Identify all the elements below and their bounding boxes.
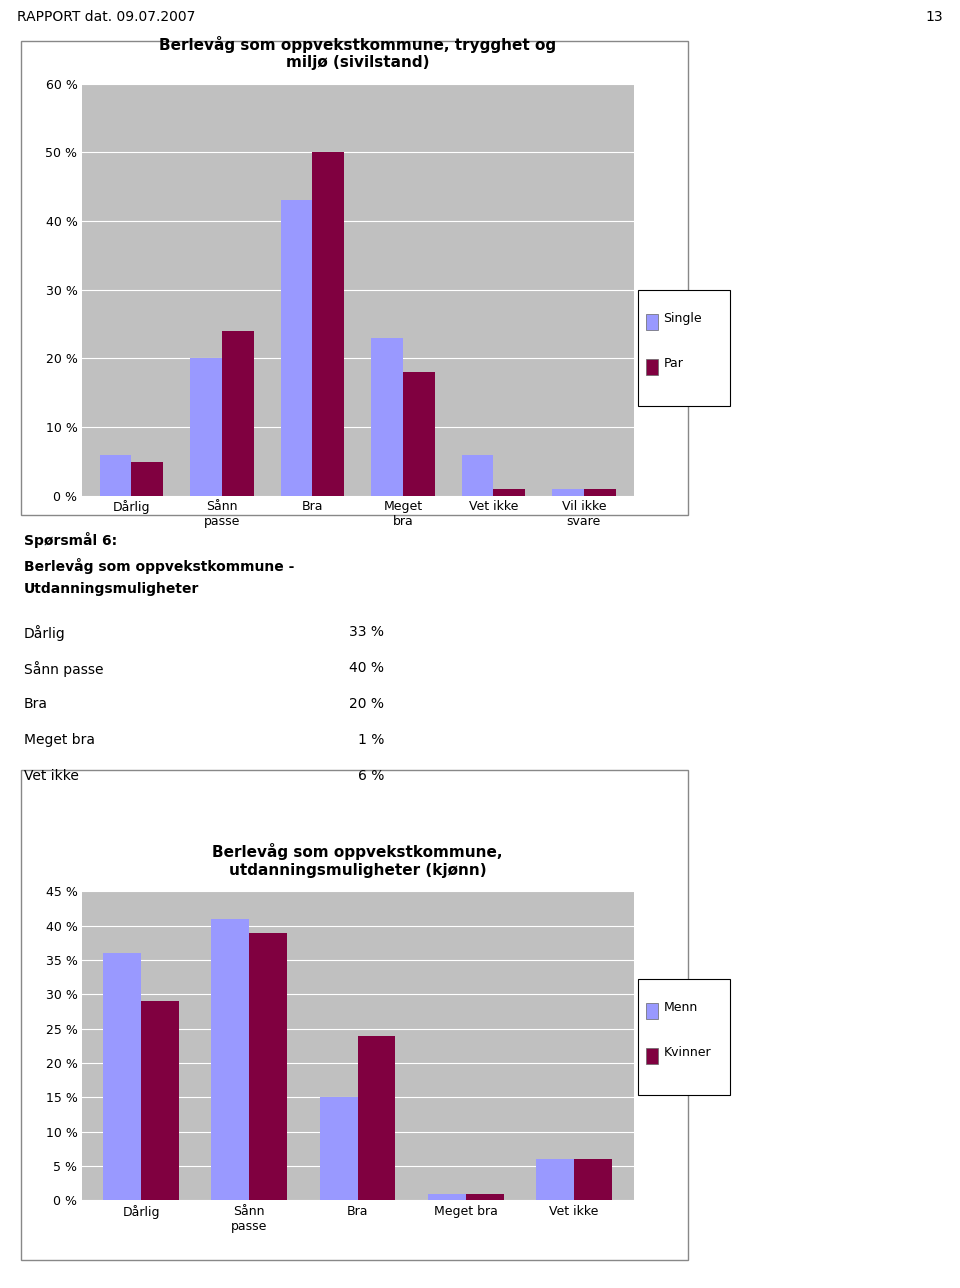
- Text: 40 %: 40 %: [349, 661, 384, 675]
- Bar: [280, 201, 312, 496]
- Bar: [357, 1036, 396, 1200]
- Text: 20 %: 20 %: [349, 697, 384, 711]
- Bar: [104, 953, 141, 1200]
- Bar: [466, 1194, 504, 1200]
- Text: Berlevåg som oppvekstkommune -: Berlevåg som oppvekstkommune -: [24, 558, 295, 573]
- Bar: [312, 152, 344, 496]
- Text: Single: Single: [663, 312, 702, 325]
- Bar: [320, 1097, 357, 1200]
- Bar: [428, 1194, 466, 1200]
- Bar: [141, 1001, 179, 1200]
- Bar: [462, 455, 493, 496]
- Bar: [222, 331, 253, 496]
- Title: Berlevåg som oppvekstkommune,
utdanningsmuligheter (kjønn): Berlevåg som oppvekstkommune, utdannings…: [212, 844, 503, 877]
- Bar: [493, 489, 525, 496]
- Bar: [250, 933, 287, 1200]
- Bar: [372, 337, 403, 496]
- Text: Spørsmål 6:: Spørsmål 6:: [24, 532, 117, 547]
- Text: Dårlig: Dårlig: [24, 625, 65, 640]
- Text: Par: Par: [663, 357, 684, 370]
- Text: 6 %: 6 %: [358, 769, 384, 783]
- Text: 33 %: 33 %: [349, 625, 384, 639]
- Text: 13: 13: [925, 10, 943, 24]
- Bar: [584, 489, 615, 496]
- Bar: [211, 918, 250, 1200]
- Text: Utdanningsmuligheter: Utdanningsmuligheter: [24, 582, 200, 596]
- Text: Sånn passe: Sånn passe: [24, 661, 104, 676]
- Bar: [100, 455, 132, 496]
- Text: Menn: Menn: [663, 1001, 698, 1014]
- Bar: [132, 461, 163, 496]
- Text: Bra: Bra: [24, 697, 48, 711]
- Text: RAPPORT dat. 09.07.2007: RAPPORT dat. 09.07.2007: [17, 10, 196, 24]
- Text: 1 %: 1 %: [358, 733, 384, 747]
- Bar: [190, 358, 222, 496]
- Bar: [574, 1159, 612, 1200]
- Bar: [537, 1159, 574, 1200]
- Text: Kvinner: Kvinner: [663, 1046, 711, 1059]
- Bar: [552, 489, 584, 496]
- Bar: [403, 372, 435, 496]
- Text: Vet ikke: Vet ikke: [24, 769, 79, 783]
- Title: Berlevåg som oppvekstkommune, trygghet og
miljø (sivilstand): Berlevåg som oppvekstkommune, trygghet o…: [159, 36, 556, 70]
- Text: Meget bra: Meget bra: [24, 733, 95, 747]
